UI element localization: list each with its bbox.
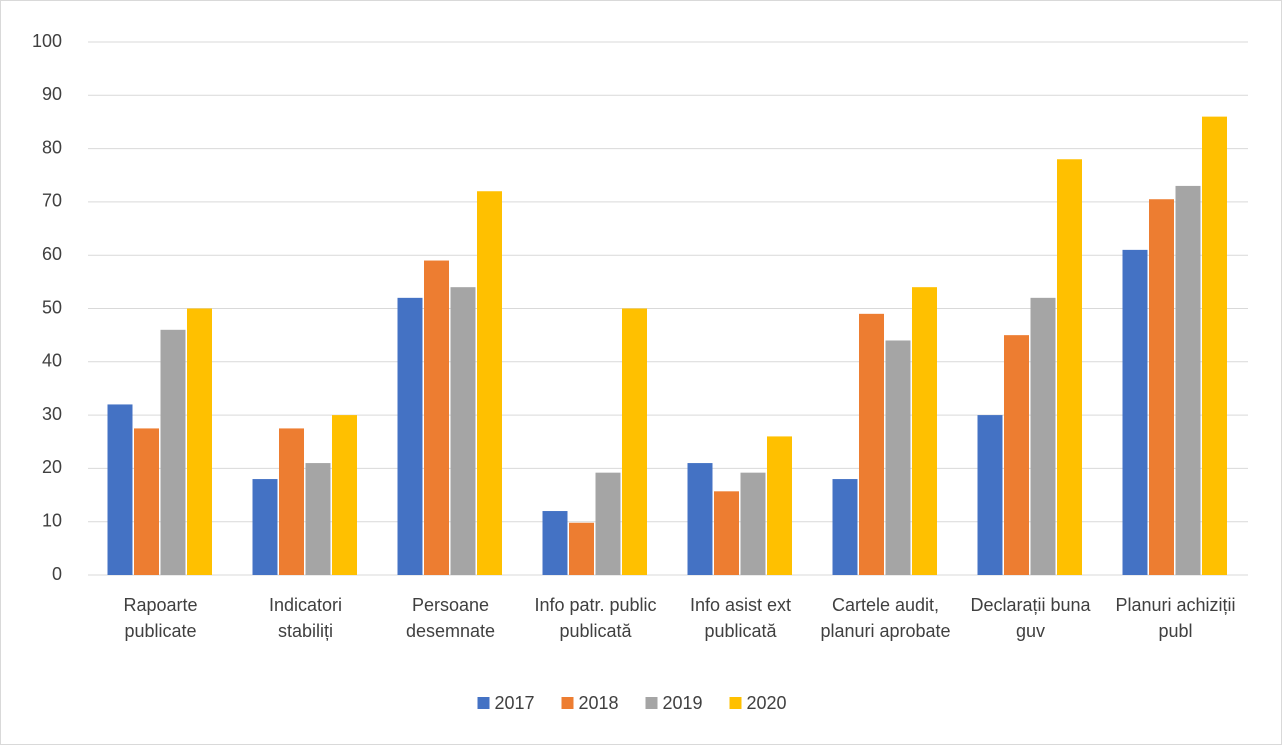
bar bbox=[622, 308, 647, 575]
y-tick-label: 20 bbox=[42, 457, 62, 477]
bar bbox=[160, 329, 186, 575]
bar bbox=[332, 415, 357, 575]
bar bbox=[397, 297, 423, 575]
bar bbox=[832, 479, 858, 575]
y-tick-label: 80 bbox=[42, 137, 62, 157]
x-tick-label: Rapoarte publicate bbox=[123, 595, 198, 641]
legend-swatch bbox=[477, 697, 490, 709]
y-tick-label: 70 bbox=[42, 191, 62, 211]
bar bbox=[542, 511, 568, 575]
bar bbox=[450, 287, 476, 575]
x-tick-label: Indicatori stabiliți bbox=[268, 595, 343, 641]
bar bbox=[740, 472, 766, 575]
x-tick-label: Info patr. public publicată bbox=[534, 595, 657, 641]
x-tick-label: Info asist ext publicată bbox=[689, 595, 792, 641]
bar bbox=[187, 308, 212, 575]
bar bbox=[595, 472, 621, 575]
x-tick-label: Declarații buna guv bbox=[970, 595, 1091, 641]
bar bbox=[1030, 297, 1056, 575]
bar bbox=[107, 404, 133, 575]
legend-label: 2020 bbox=[747, 693, 787, 713]
bar bbox=[569, 522, 594, 575]
bar bbox=[767, 436, 792, 575]
bar bbox=[1202, 116, 1227, 576]
legend-label: 2017 bbox=[495, 693, 535, 713]
y-tick-label: 10 bbox=[42, 510, 62, 530]
y-tick-label: 90 bbox=[42, 84, 62, 104]
bar bbox=[912, 287, 937, 575]
bar bbox=[279, 428, 304, 575]
bar bbox=[477, 191, 502, 576]
bar bbox=[1122, 249, 1148, 575]
y-tick-label: 60 bbox=[42, 244, 62, 264]
legend-label: 2018 bbox=[579, 693, 619, 713]
legend-swatch bbox=[561, 697, 574, 709]
bar bbox=[1149, 199, 1174, 576]
legend-swatch bbox=[645, 697, 658, 709]
legend-swatch bbox=[729, 697, 742, 709]
bar bbox=[1057, 159, 1082, 575]
legend-label: 2019 bbox=[663, 693, 703, 713]
y-tick-label: 100 bbox=[32, 31, 62, 51]
bar bbox=[687, 463, 713, 575]
bar bbox=[977, 415, 1003, 575]
bar bbox=[714, 491, 739, 575]
bar bbox=[305, 463, 331, 575]
bar bbox=[1175, 185, 1201, 575]
bar bbox=[1004, 335, 1029, 575]
x-tick-label: Persoane desemnate bbox=[405, 595, 496, 641]
bar bbox=[424, 260, 449, 575]
bar bbox=[859, 313, 884, 575]
bar bbox=[134, 428, 159, 575]
x-tick-label: Planuri achiziții publ bbox=[1115, 595, 1236, 641]
y-tick-label: 50 bbox=[42, 297, 62, 317]
x-tick-label: Cartele audit, planuri aprobate bbox=[820, 595, 951, 641]
y-tick-label: 30 bbox=[42, 404, 62, 424]
y-tick-label: 0 bbox=[52, 564, 62, 584]
bar bbox=[252, 479, 278, 575]
bar bbox=[885, 340, 911, 575]
y-tick-label: 40 bbox=[42, 351, 62, 371]
